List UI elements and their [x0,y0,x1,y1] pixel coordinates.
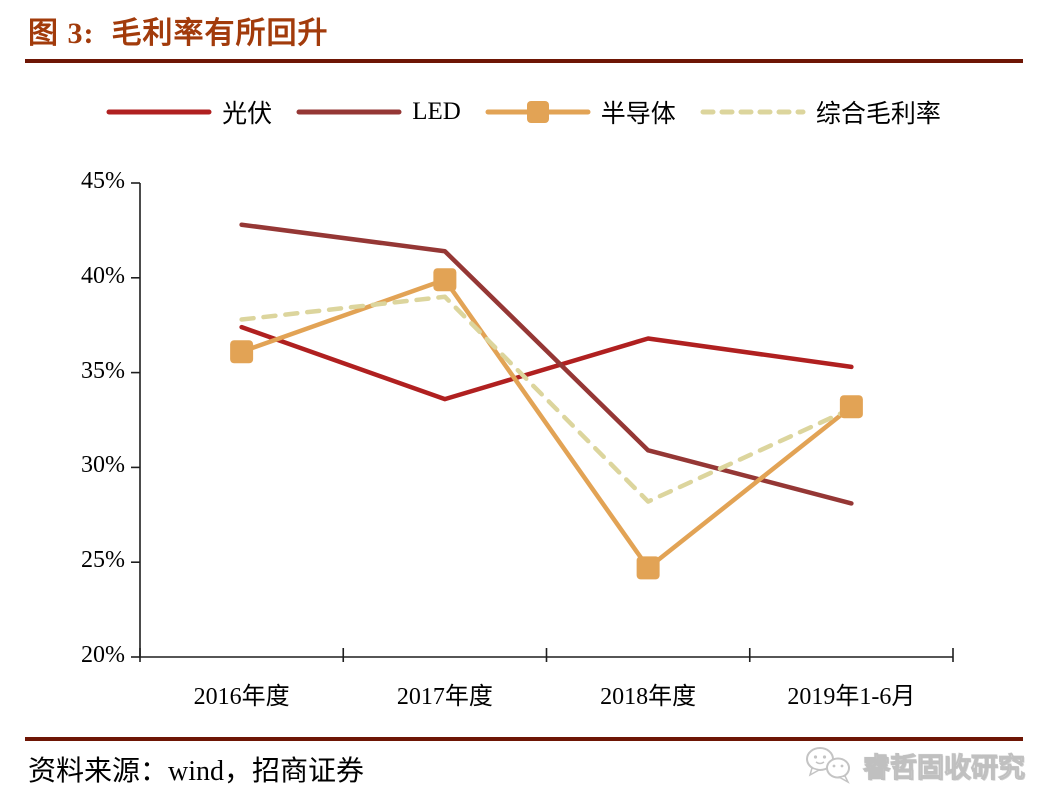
chart-legend: 光伏 LED 半导体 综合毛利率 [0,94,1047,130]
y-tick-label: 45% [81,168,125,194]
footer-rule [25,737,1023,741]
series-line-LED [239,222,854,506]
watermark-text: 睿哲固收研究 [863,752,1026,783]
title-rule [25,59,1023,63]
legend-label: LED [412,98,461,125]
watermark: 睿哲固收研究 [803,744,1026,786]
legend-sample-icon [700,109,806,115]
y-tick-label: 20% [81,642,125,668]
y-tick-label: 35% [81,357,125,384]
legend-label: 半导体 [600,101,676,128]
series-marker-square [433,268,457,292]
legend-item-0: 光伏 [106,94,272,130]
y-tick-label: 25% [81,547,125,574]
legend-sample-icon [485,101,591,123]
legend-label: 综合毛利率 [815,101,941,128]
legend-item-1: LED [296,98,461,126]
y-tick-label: 30% [81,452,125,479]
x-tick-label: 2017年度 [396,684,493,710]
chat-bubbles-icon [806,747,850,784]
series-marker-square [839,395,863,419]
y-tick-label: 40% [81,262,125,289]
x-tick-label: 2016年度 [193,684,290,710]
figure-title: 图 3: 毛利率有所回升 [28,17,329,50]
legend-label: 光伏 [222,101,273,128]
series-line-综合毛利率 [239,294,854,504]
source-text: 资料来源：wind，招商证券 [28,756,365,787]
x-tick-label: 2019年1-6月 [787,684,916,710]
x-tick-label: 2018年度 [600,684,697,710]
series-marker-square [636,556,660,580]
series-line-半导体 [239,277,854,571]
series-marker-square [230,340,254,364]
legend-item-3: 综合毛利率 [700,94,941,130]
series-line-光伏 [239,324,854,402]
legend-item-2: 半导体 [485,94,676,130]
legend-sample-icon [106,109,212,115]
legend-sample-icon [296,109,402,115]
